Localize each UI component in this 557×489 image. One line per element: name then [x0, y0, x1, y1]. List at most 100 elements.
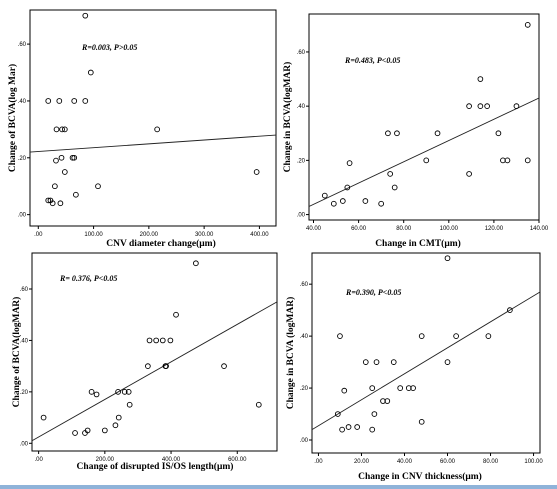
data-point [369, 426, 376, 433]
data-point [321, 192, 328, 199]
data-point [45, 98, 52, 104]
data-point [524, 157, 531, 164]
plot-frame [29, 9, 277, 227]
data-point [88, 389, 95, 395]
y-axis-label: Change in BCVA(logMAR) [282, 62, 293, 173]
data-point [397, 385, 404, 391]
data-point [371, 411, 378, 417]
x-tick-label: 200.00 [96, 457, 115, 463]
data-point [339, 198, 346, 204]
x-tick-label: 140.00 [530, 226, 549, 232]
data-point [339, 426, 345, 433]
scatter-panel-2: 40.00 60.00 80.00 100.00 120.00 140.00 .00 .20.… [282, 13, 549, 249]
data-point [384, 398, 391, 404]
data-point [87, 69, 94, 76]
data-point [330, 200, 337, 207]
data-point [72, 430, 78, 436]
x-axis-label: Change in CNV thickness(μm) [358, 471, 482, 482]
y-tick-label: .20 [18, 156, 27, 162]
data-point [71, 98, 78, 104]
data-point [394, 130, 400, 137]
x-tick-label: 60.00 [440, 459, 456, 465]
y-tick-label: .40 [300, 334, 309, 340]
y-tick-label: .20 [20, 390, 29, 396]
y-tick-label: .40 [20, 338, 29, 344]
data-point [354, 424, 361, 430]
scatter-panel-1: .00 100.00 200.00 300.00 400.00 .00 .20 .40 .60 R… [7, 9, 277, 249]
data-point [61, 126, 68, 133]
data-point [146, 337, 153, 344]
data-point [337, 333, 343, 339]
x-tick-label: 100.00 [84, 232, 103, 238]
y-tick-label: .60 [20, 287, 29, 293]
data-point [423, 157, 430, 164]
data-point [418, 418, 425, 425]
data-point [112, 422, 119, 429]
data-point [126, 401, 133, 408]
correlation-annotation: R= 0.376, P<0.05 [59, 274, 117, 283]
correlation-annotation: R=0.003, P>0.05 [81, 43, 137, 52]
data-point [53, 126, 60, 133]
data-point [115, 414, 122, 421]
regression-line [312, 291, 540, 431]
data-point [362, 198, 369, 204]
data-point [193, 260, 199, 267]
data-point [115, 389, 121, 395]
x-tick-label: .00 [34, 457, 43, 463]
data-point [125, 389, 132, 395]
data-point [56, 98, 63, 104]
data-point [434, 130, 441, 137]
data-point [95, 183, 101, 190]
data-point [255, 401, 262, 408]
scatter-panel-4: .00 20.00 40.00 60.00 80.00 100.00 .00 .20 .40 .6… [285, 252, 543, 482]
data-point [71, 154, 78, 161]
data-point [334, 411, 341, 417]
x-tick-label: 60.00 [351, 226, 367, 232]
data-point [162, 363, 169, 369]
data-point [173, 311, 179, 318]
data-point [444, 255, 451, 262]
data-point [390, 359, 397, 365]
x-tick-label: 40.00 [306, 226, 322, 232]
data-point [82, 12, 89, 19]
x-axis-label: Change of disrupted IS/OS length(μm) [77, 461, 234, 472]
data-point [410, 385, 416, 391]
plot-frame [311, 252, 541, 454]
bottom-divider [0, 485, 557, 489]
data-point [57, 200, 64, 207]
data-point [40, 414, 47, 421]
x-tick-label: 600.00 [228, 457, 247, 463]
y-tick-label: .00 [297, 213, 306, 219]
y-tick-label: .60 [18, 42, 27, 48]
data-point [159, 337, 166, 344]
x-tick-label: 100.00 [524, 459, 543, 465]
data-point [385, 130, 391, 137]
plot-frame [308, 13, 540, 221]
data-point [93, 391, 100, 398]
data-point [61, 169, 68, 175]
x-tick-label: 40.00 [397, 459, 413, 465]
y-tick-label: .20 [297, 158, 306, 164]
x-axis-label: CNV diameter change(μm) [106, 238, 216, 249]
data-point [344, 184, 351, 191]
x-tick-label: 200.00 [140, 232, 159, 238]
data-point [346, 160, 353, 166]
correlation-annotation: R=0.390, P<0.05 [345, 288, 401, 297]
data-point [418, 333, 425, 339]
regression-line [309, 97, 539, 207]
y-axis-label: Change of BCVA(log Mar) [7, 64, 18, 172]
scatter-panel-3: .00 200.00 400.00 600.00 .00 .20 .40 .60 R= 0.37… [11, 252, 278, 472]
x-tick-label: 100.00 [440, 226, 459, 232]
y-tick-label: .40 [297, 104, 306, 110]
data-point [387, 171, 394, 177]
data-point [58, 154, 65, 161]
data-point [507, 307, 513, 313]
data-point [362, 359, 369, 365]
x-tick-label: 300.00 [195, 232, 214, 238]
data-point [453, 333, 459, 339]
y-tick-label: .60 [297, 50, 306, 56]
data-point [341, 387, 348, 394]
data-point [59, 126, 65, 133]
y-tick-label: .40 [18, 99, 27, 105]
data-point [524, 21, 531, 28]
